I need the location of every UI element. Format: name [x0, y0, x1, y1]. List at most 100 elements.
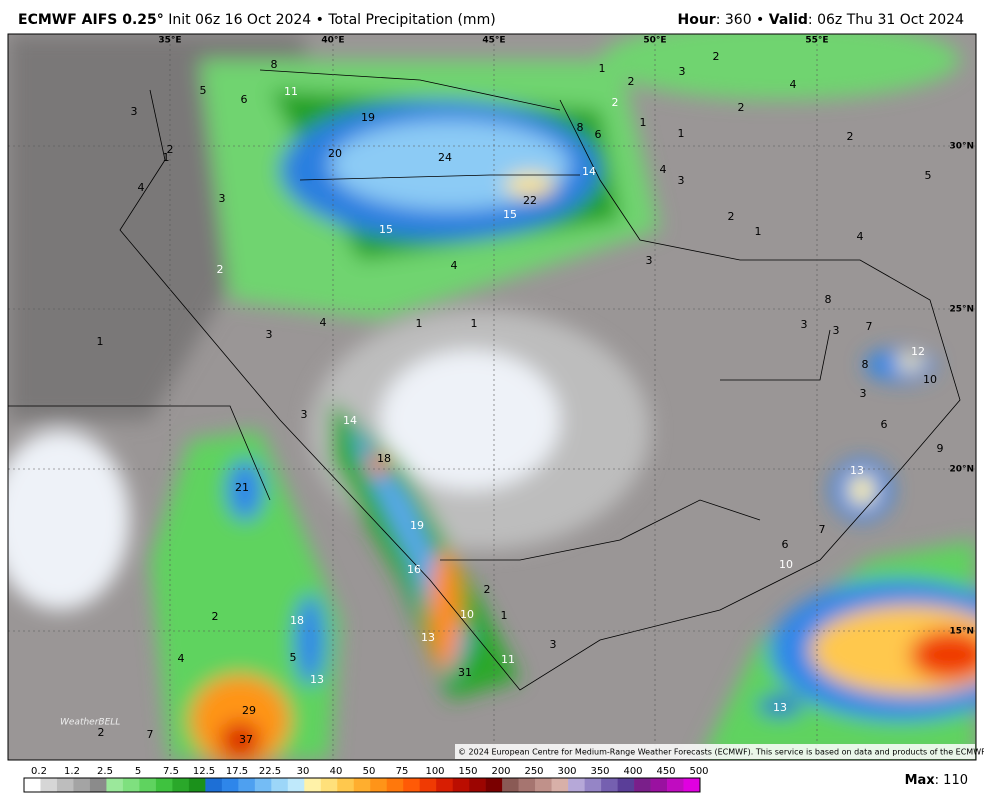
precip-label: 4 [857, 230, 864, 243]
precip-label: 15 [503, 208, 517, 221]
precip-label: 2 [484, 583, 491, 596]
legend-label: 0.2 [31, 766, 47, 777]
legend-label: 2.5 [97, 766, 113, 777]
legend-swatch [24, 778, 41, 792]
latitude-label: 30°N [949, 142, 974, 152]
precip-label: 14 [582, 165, 596, 178]
valid-value: : 06z Thu 31 Oct 2024 [808, 12, 964, 28]
legend-swatch [601, 778, 618, 792]
legend-label: 50 [363, 766, 376, 777]
precip-label: 7 [147, 728, 154, 741]
legend-swatch [667, 778, 684, 792]
longitude-label: 40°E [321, 36, 344, 46]
legend-label: 400 [623, 766, 642, 777]
precip-label: 4 [451, 259, 458, 272]
copyright-bg [455, 744, 975, 759]
precip-label: 3 [801, 318, 808, 331]
legend-swatch [254, 778, 272, 792]
legend-swatch [436, 778, 453, 792]
precip-label: 2 [728, 210, 735, 223]
precip-label: 31 [458, 666, 472, 679]
precip-label: 4 [660, 163, 667, 176]
legend-swatch [139, 778, 157, 792]
precip-label: 5 [290, 651, 297, 664]
precip-label: 19 [361, 111, 375, 124]
precip-label: 16 [407, 563, 421, 576]
precip-label: 2 [628, 75, 635, 88]
precip-label: 24 [438, 151, 452, 164]
legend-label: 5 [135, 766, 141, 777]
precip-label: 11 [501, 653, 515, 666]
legend-swatch [271, 778, 289, 792]
legend-label: 12.5 [193, 766, 215, 777]
legend-swatch [502, 778, 519, 792]
precip-label: 10 [779, 558, 793, 571]
precip-label: 1 [599, 62, 606, 75]
longitude-label: 55°E [805, 36, 828, 46]
precip-label: 1 [755, 225, 762, 238]
legend-swatch [320, 778, 338, 792]
precip-label: 10 [923, 373, 937, 386]
legend-swatch [683, 778, 701, 792]
legend-label: 75 [396, 766, 409, 777]
precip-label: 13 [773, 701, 787, 714]
precip-label: 3 [679, 65, 686, 78]
precip-label: 2 [612, 96, 619, 109]
precip-label: 3 [131, 105, 138, 118]
precip-label: 1 [416, 317, 423, 330]
legend-swatch [106, 778, 124, 792]
precip-label: 14 [343, 414, 357, 427]
precip-label: 3 [550, 638, 557, 651]
precip-label: 5 [925, 169, 932, 182]
precip-label: 1 [640, 116, 647, 129]
legend-swatch [617, 778, 635, 792]
legend-swatch [304, 778, 322, 792]
legend-label: 17.5 [226, 766, 248, 777]
hour-label: Hour [678, 12, 716, 28]
legend-swatch [287, 778, 305, 792]
hour-value: : 360 • [716, 12, 765, 28]
legend-swatch [89, 778, 107, 792]
legend-swatch [634, 778, 651, 792]
legend-swatch [452, 778, 470, 792]
legend-swatch [568, 778, 585, 792]
precip-label: 29 [242, 704, 256, 717]
valid-label: Valid [769, 12, 808, 28]
legend-swatch [56, 778, 74, 792]
precip-label: 6 [782, 538, 789, 551]
legend-swatch [469, 778, 486, 792]
legend-swatch [584, 778, 602, 792]
precip-label: 22 [523, 194, 537, 207]
latitude-label: 15°N [949, 627, 974, 637]
legend-label: 100 [425, 766, 444, 777]
precip-label: 3 [301, 408, 308, 421]
precip-label: 1 [97, 335, 104, 348]
legend-swatch [40, 778, 58, 792]
precip-label: 1 [471, 317, 478, 330]
precip-label: 1 [163, 151, 170, 164]
precip-label: 5 [200, 84, 207, 97]
legend-swatch [122, 778, 140, 792]
legend-swatch [551, 778, 569, 792]
precip-label: 20 [328, 147, 342, 160]
legend-swatch [370, 778, 388, 792]
precip-label: 4 [790, 78, 797, 91]
precip-label: 13 [310, 673, 324, 686]
precip-label: 12 [911, 345, 925, 358]
precip-label: 19 [410, 519, 424, 532]
legend-label: 350 [590, 766, 609, 777]
precip-label: 8 [862, 358, 869, 371]
legend-label: 300 [557, 766, 576, 777]
precip-label: 2 [98, 726, 105, 739]
legend-swatch [403, 778, 421, 792]
precip-label: 11 [284, 85, 298, 98]
precip-label: 3 [219, 192, 226, 205]
legend-swatch [353, 778, 371, 792]
legend-swatch [205, 778, 223, 792]
precip-label: 4 [320, 316, 327, 329]
precip-label: 9 [937, 442, 944, 455]
legend-swatch [518, 778, 536, 792]
precip-label: 21 [235, 481, 249, 494]
